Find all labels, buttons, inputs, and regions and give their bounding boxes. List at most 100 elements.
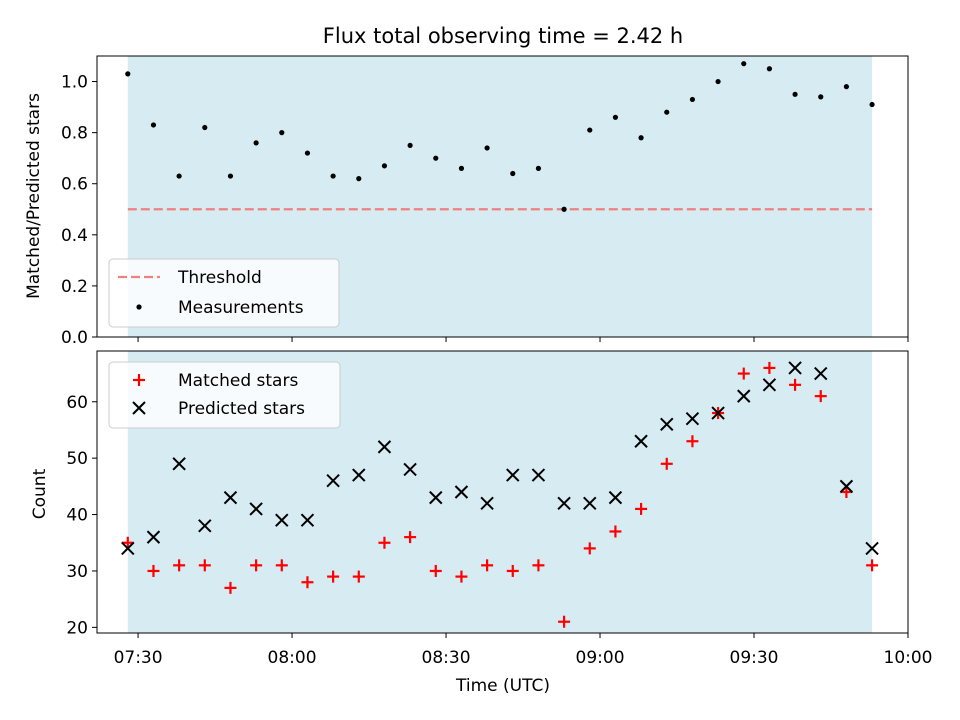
measurement-point: [381, 163, 388, 169]
matched-star-point: [737, 367, 750, 380]
predicted-star-point: [454, 485, 469, 499]
matched-star-point: [429, 564, 442, 577]
measurement-point: [484, 145, 490, 151]
measurement-point: [741, 61, 747, 67]
predicted-star-point: [198, 519, 212, 533]
predicted-star-point: [762, 378, 777, 392]
predicted-star-point: [275, 513, 289, 527]
bottom-y-tick-label: 60: [66, 393, 88, 413]
predicted-star-point: [172, 457, 186, 471]
predicted-star-point: [839, 479, 854, 494]
measurement-point: [253, 140, 259, 146]
matched-star-point: [173, 559, 186, 572]
matched-star-point: [121, 536, 134, 549]
bottom-y-tick-label: 50: [66, 449, 88, 469]
predicted-star-point: [403, 462, 417, 477]
measurement-point: [510, 170, 516, 177]
predicted-star-point: [480, 496, 494, 510]
top-y-tick-label: 0.0: [61, 328, 88, 348]
matched-star-point: [301, 576, 314, 589]
x-tick-label: 08:30: [422, 648, 471, 668]
predicted-star-point: [506, 468, 520, 482]
matched-star-point: [840, 486, 853, 498]
bottom-y-tick-label: 40: [66, 506, 88, 526]
top-y-tick-label: 0.6: [61, 175, 88, 195]
predicted-star-point: [352, 468, 366, 482]
matched-star-point: [814, 390, 827, 403]
x-tick-label: 09:00: [576, 648, 625, 668]
matched-star-point: [609, 525, 622, 538]
matched-star-point: [763, 361, 776, 374]
matched-star-point: [352, 570, 365, 583]
predicted-star-point: [685, 411, 700, 426]
measurement-point: [356, 176, 362, 182]
matched-star-point: [147, 564, 160, 577]
measurement-point: [535, 165, 542, 171]
top-y-tick-label: 0.8: [61, 124, 88, 144]
predicted-star-point: [660, 417, 674, 432]
predicted-star-point: [377, 440, 392, 454]
predicted-star-point: [583, 496, 597, 510]
top-axes-frame: [96, 55, 909, 338]
predicted-star-point: [326, 474, 340, 488]
legend-measurements-swatch: [136, 304, 142, 310]
predicted-star-point: [608, 490, 623, 505]
predicted-star-point: [814, 366, 828, 381]
matched-star-point: [378, 536, 391, 549]
matched-star-point: [224, 581, 237, 594]
top-y-tick-label: 0.4: [61, 226, 88, 246]
measurement-point: [869, 101, 875, 108]
measurement-point: [279, 130, 285, 136]
matched-star-point: [250, 559, 263, 572]
matched-star-point: [660, 457, 673, 470]
predicted-star-point: [865, 541, 879, 556]
bottom-y-axis-label: Count: [30, 468, 50, 519]
measurement-point: [407, 142, 413, 149]
measurement-point: [304, 150, 311, 156]
measurement-point: [150, 122, 157, 128]
measurement-point: [843, 84, 850, 90]
predicted-star-point: [300, 513, 315, 527]
legend-matched-label: Matched stars: [178, 371, 298, 391]
measurement-point: [638, 135, 644, 141]
bottom-panel: 20 30 40 50 60 07:30 08:00 08:30 09:00 09:30 10:0…: [30, 350, 933, 696]
predicted-star-point: [146, 530, 161, 544]
predicted-star-point: [557, 496, 571, 510]
legend-measurements-label: Measurements: [178, 298, 304, 318]
top-y-axis-label: Matched/Predicted stars: [24, 93, 44, 299]
bottom-y-tick-label: 20: [66, 618, 88, 638]
matched-star-point: [866, 559, 879, 572]
bottom-axes-frame: [96, 350, 909, 634]
measurement-point: [766, 66, 773, 72]
legend-predicted-swatch: [132, 401, 146, 415]
matched-star-point: [481, 559, 494, 572]
predicted-star-point: [788, 361, 802, 375]
predicted-star-point: [711, 406, 725, 420]
measurement-point: [689, 96, 696, 103]
predicted-star-point: [249, 502, 263, 516]
matched-star-point: [198, 559, 211, 572]
measurement-point: [433, 155, 439, 161]
bottom-y-tick-label: 30: [66, 562, 88, 582]
bottom-legend: Matched stars Predicted stars: [108, 361, 341, 429]
top-y-tick-label: 0.2: [61, 277, 88, 297]
predicted-star-point: [634, 434, 648, 448]
legend-threshold-label: Threshold: [177, 268, 262, 288]
matched-star-point: [275, 559, 288, 572]
matched-star-point: [635, 502, 648, 515]
measurement-point: [561, 206, 567, 212]
predicted-star-point: [429, 490, 443, 505]
legend-predicted-label: Predicted stars: [178, 399, 305, 419]
matched-star-point: [506, 564, 519, 577]
predicted-star-point: [531, 468, 546, 482]
measurement-point: [715, 78, 721, 85]
x-axis-label: Time (UTC): [455, 676, 550, 696]
measurement-point: [125, 71, 131, 77]
matched-star-point: [558, 615, 571, 628]
measurement-point: [612, 114, 619, 120]
matched-star-point: [686, 435, 699, 448]
x-tick-label: 07:30: [114, 648, 163, 668]
chart-title: Flux total observing time = 2.42 h: [323, 24, 683, 48]
matched-star-point: [532, 559, 545, 572]
